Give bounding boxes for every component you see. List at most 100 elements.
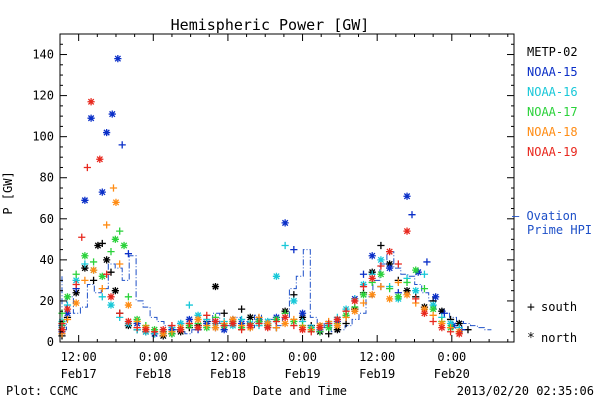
point-noaa-18-north-11 [124, 301, 133, 309]
point-noaa-15-north-2 [63, 309, 72, 317]
point-noaa-15-south-46 [423, 258, 431, 266]
point-noaa-19-north-41 [386, 248, 394, 256]
point-noaa-19-south-4 [78, 233, 86, 241]
point-noaa-18-north-9 [112, 198, 120, 206]
x-tick-time-label: 0:00 [139, 350, 168, 364]
point-noaa-18-north-29 [281, 319, 289, 328]
point-noaa-15-north-22 [220, 326, 228, 334]
plot-source-label: Plot: CCMC [6, 384, 78, 398]
plot-timestamp: 2013/02/20 02:35:06 [457, 384, 594, 398]
point-noaa-19-south-38 [359, 282, 368, 291]
point-noaa-18-south-2 [63, 315, 72, 324]
point-noaa-15-north-8 [108, 110, 116, 118]
point-noaa-19-south-36 [342, 307, 350, 315]
point-noaa-19-north-43 [403, 227, 411, 235]
x-tick-date-label: Feb18 [210, 367, 246, 381]
point-noaa-19-south-8 [103, 270, 111, 278]
point-noaa-16-south-22 [238, 315, 246, 324]
y-tick-label: 120 [32, 89, 54, 103]
point-noaa-18-south-12 [133, 317, 141, 326]
point-noaa-16-north-46 [446, 319, 455, 328]
point-noaa-19-north-29 [281, 313, 289, 321]
point-noaa-18-north-3 [72, 299, 80, 307]
point-noaa-19-north-6 [87, 98, 95, 106]
y-tick-label: 80 [40, 171, 54, 185]
point-noaa-18-north-27 [264, 319, 272, 328]
point-noaa-19-north-2 [63, 305, 72, 313]
point-noaa-17-north-40 [377, 270, 385, 278]
point-noaa-18-north-41 [386, 295, 394, 303]
point-noaa-18-north-39 [368, 291, 376, 299]
point-noaa-18-south-36 [342, 313, 350, 321]
axes: 0 20 40 60 80 100 120 140 12:00 Feb17 0:00 Feb18 12:… [32, 33, 515, 381]
point-noaa-19-south-16 [168, 321, 176, 330]
point-noaa-19-south-42 [394, 260, 402, 268]
point-noaa-18-north-45 [420, 305, 429, 313]
point-noaa-17-south-11 [124, 293, 133, 301]
point-noaa-19-north-21 [211, 317, 220, 326]
point-noaa-18-south-20 [203, 321, 211, 330]
data-points [58, 55, 472, 340]
x-axis-label: Date and Time [253, 384, 347, 398]
point-noaa-19-south-24 [238, 326, 246, 334]
legend-noaa-15: NOAA-15 [527, 65, 578, 79]
point-noaa-18-south-42 [394, 278, 402, 287]
y-tick-label: 20 [40, 294, 54, 308]
x-tick-date-label: Feb17 [61, 367, 97, 381]
point-noaa-18-south-46 [429, 311, 437, 319]
point-noaa-17-south-9 [116, 227, 124, 235]
point-noaa-18-north-43 [403, 291, 411, 299]
legend-noaa-17: NOAA-17 [527, 105, 578, 119]
point-metp-02-north-26 [246, 313, 254, 321]
point-noaa-19-south-46 [429, 317, 437, 326]
point-metp-02-north-48 [438, 307, 446, 315]
point-noaa-18-north-47 [438, 319, 446, 328]
point-noaa-15-north-7 [103, 128, 111, 137]
point-noaa-19-north-19 [194, 324, 202, 332]
point-noaa-17-north-46 [429, 305, 437, 313]
point-noaa-19-south-32 [307, 328, 315, 336]
point-noaa-15-north-29 [281, 219, 289, 227]
point-noaa-16-north-38 [377, 256, 385, 264]
point-noaa-19-south-48 [446, 328, 455, 336]
legend-north-label: north [541, 331, 577, 345]
point-noaa-15-south-11 [124, 250, 133, 258]
point-noaa-16-north-42 [412, 287, 420, 295]
point-noaa-16-north-7 [107, 301, 115, 309]
point-metp-02-north-36 [333, 326, 341, 334]
point-noaa-19-north-13 [142, 326, 150, 334]
point-noaa-19-north-39 [368, 274, 376, 282]
point-metp-02-south-35 [325, 330, 333, 338]
point-noaa-16-north-17 [194, 311, 202, 319]
point-noaa-16-south-43 [420, 270, 429, 278]
point-noaa-18-south-8 [109, 184, 118, 192]
chart-title: Hemispheric Power [GW] [171, 16, 370, 34]
point-noaa-19-south-28 [272, 317, 281, 326]
legend-south-symbol: + [527, 300, 535, 315]
point-noaa-19-south-18 [185, 319, 193, 328]
point-noaa-19-north-47 [438, 324, 446, 332]
y-tick-label: 0 [47, 335, 54, 349]
point-noaa-19-north-0 [58, 326, 66, 334]
point-metp-02-north-3 [72, 289, 80, 297]
point-noaa-18-south-26 [255, 313, 263, 321]
legend-metp-02: METP-02 [527, 45, 578, 59]
point-noaa-18-south-38 [359, 299, 368, 307]
point-noaa-17-north-34 [325, 324, 333, 332]
point-noaa-15-north-41 [386, 264, 394, 272]
y-tick-label: 140 [32, 48, 54, 62]
point-noaa-19-south-12 [133, 324, 141, 332]
point-noaa-16-south-27 [281, 241, 289, 250]
point-noaa-19-north-7 [96, 155, 104, 163]
point-noaa-18-north-5 [89, 266, 98, 274]
point-noaa-19-south-14 [150, 328, 159, 336]
point-noaa-19-south-30 [290, 321, 298, 330]
point-noaa-19-north-23 [229, 319, 237, 328]
point-noaa-15-south-38 [359, 270, 368, 278]
point-noaa-17-north-44 [412, 266, 420, 274]
point-noaa-19-north-27 [264, 324, 272, 332]
point-metp-02-north-4 [81, 264, 89, 272]
point-metp-02-north-42 [386, 260, 394, 268]
x-tick-date-label: Feb20 [434, 367, 470, 381]
